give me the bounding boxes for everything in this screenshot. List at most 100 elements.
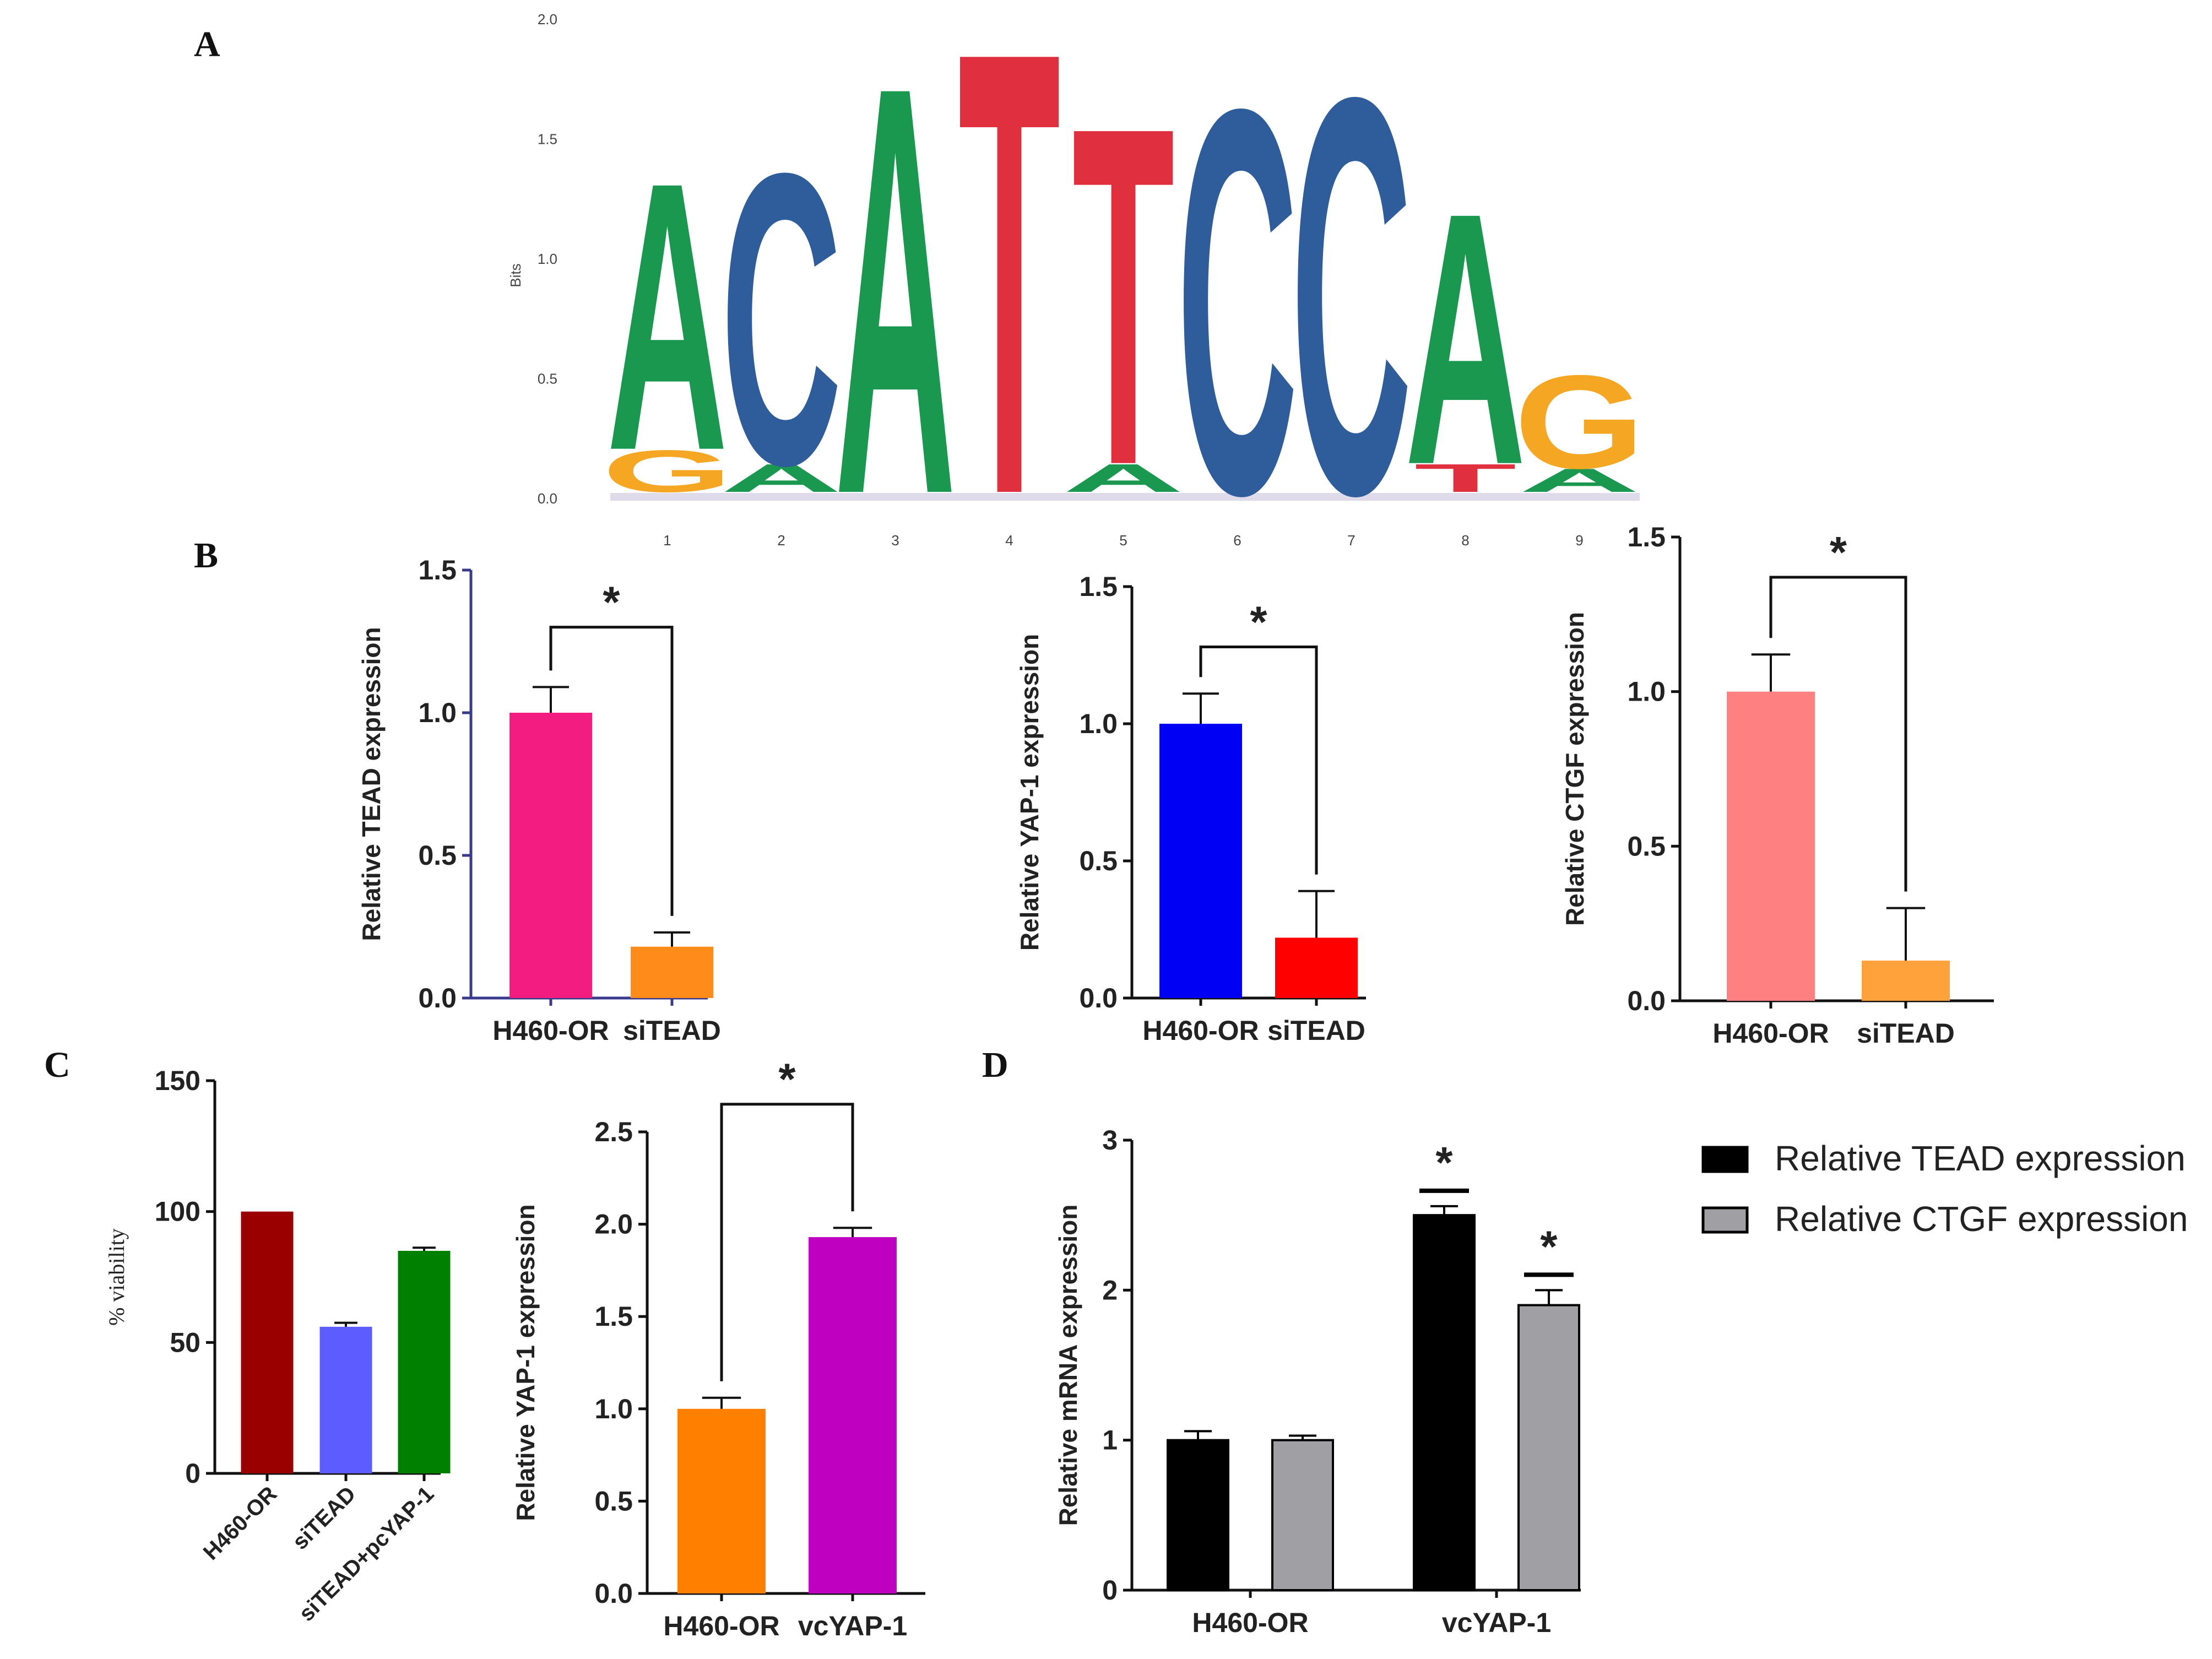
d-x-tick-label: H460-OR	[1192, 1607, 1308, 1638]
d-legend-label-relative-ctgf-expression: Relative CTGF expression	[1775, 1199, 2188, 1239]
c-viability-x-tick-label: siTEAD	[288, 1482, 361, 1554]
c-viability-y-tick-label: 50	[170, 1327, 200, 1358]
logo-x-tick-label: 9	[1575, 532, 1583, 549]
d-y-tick-label: 0	[1102, 1575, 1118, 1606]
d-x-tick-label: vcYAP-1	[1442, 1607, 1551, 1638]
b-ctgf-significance-star: *	[1830, 528, 1847, 577]
panel-d-mrna-chart: 0 1 2 3 Relative mRNA expression H460-OR * * vcY…	[1054, 1125, 2188, 1638]
logo-letter-a-pos-1: A	[607, 102, 728, 530]
c-viability-x-tick-label: H460-OR	[199, 1482, 282, 1565]
logo-letter-g-pos-9: G	[1514, 348, 1645, 496]
b-tead-x-tick-label: siTEAD	[623, 1015, 721, 1046]
logo-letter-c-pos-7: C	[1291, 0, 1412, 612]
panel-b-ctgf-chart: 0.0 0.5 1.0 1.5 Relative CTGF expression H460…	[1560, 522, 1994, 1049]
panel-b-tead-chart: 0.0 0.5 1.0 1.5 Relative TEAD expression H460…	[357, 555, 721, 1046]
logo-letter-a-pos-8: A	[1405, 138, 1526, 539]
d-legend-swatch-relative-ctgf-expression	[1701, 1206, 1749, 1234]
c-yap1-significance-star: *	[778, 1055, 796, 1104]
logo-letter-a-pos-9: A	[1519, 462, 1640, 499]
logo-x-tick-label: 4	[1005, 532, 1013, 549]
b-yap1-y-tick-label: 0.5	[1079, 845, 1118, 876]
d-y-tick-label: 2	[1102, 1275, 1118, 1305]
logo-x-tick-label: 5	[1119, 532, 1127, 549]
b-yap1-x-tick-label: siTEAD	[1267, 1015, 1365, 1046]
panel-letter-a: A	[194, 24, 220, 64]
c-viability-y-axis-label: % viability	[104, 1228, 129, 1326]
c-viability-y-tick-label: 150	[155, 1065, 200, 1096]
logo-y-tick-label: 2.0	[538, 11, 557, 28]
c-yap1-y-tick-label: 1.0	[594, 1394, 633, 1424]
d-y-axis-label: Relative mRNA expression	[1054, 1205, 1082, 1526]
c-yap1-y-tick-label: 1.5	[594, 1301, 633, 1332]
b-yap1-y-tick-label: 1.0	[1079, 708, 1118, 739]
logo-x-tick-label: 1	[663, 532, 671, 549]
logo-y-tick-label: 0.0	[538, 490, 557, 507]
b-yap1-significance-star: *	[1250, 598, 1267, 647]
b-yap1-y-tick-label: 1.5	[1079, 571, 1118, 602]
b-tead-y-tick-label: 0.0	[418, 983, 457, 1013]
d-significance-star: *	[1435, 1138, 1453, 1187]
c-viability-x-tick-label: siTEAD+pcYAP-1	[294, 1482, 438, 1626]
b-yap1-y-axis-label: Relative YAP-1 expression	[1015, 634, 1044, 951]
panel-c-yap1-chart: 0.0 0.5 1.0 1.5 2.0 2.5 Relative YAP-1 express…	[511, 1055, 925, 1641]
d-legend-label-relative-tead-expression: Relative TEAD expression	[1775, 1138, 2186, 1178]
c-yap1-bar-vcyap-1	[809, 1237, 897, 1593]
panel-b-yap1-chart: 0.0 0.5 1.0 1.5 Relative YAP-1 expression H46…	[1015, 571, 1366, 1046]
b-ctgf-y-tick-label: 1.0	[1627, 676, 1666, 707]
d-y-tick-label: 3	[1102, 1125, 1118, 1156]
c-yap1-x-tick-label: H460-OR	[663, 1611, 779, 1641]
b-ctgf-y-tick-label: 0.5	[1627, 831, 1666, 861]
logo-letter-t-pos-8: T	[1414, 456, 1517, 500]
b-tead-bar-h460-or	[509, 713, 592, 998]
logo-baseline-noise	[610, 493, 1640, 501]
logo-x-tick-label: 8	[1461, 532, 1469, 549]
c-yap1-y-tick-label: 2.0	[594, 1209, 633, 1240]
logo-x-tick-label: 2	[777, 532, 785, 549]
b-tead-y-tick-label: 0.5	[418, 840, 457, 871]
logo-letter-c-pos-2: C	[721, 88, 842, 552]
c-viability-y-tick-label: 100	[155, 1196, 200, 1227]
c-yap1-y-axis-label: Relative YAP-1 expression	[511, 1204, 540, 1521]
c-yap1-y-tick-label: 0.0	[594, 1578, 633, 1609]
logo-y-tick-label: 1.0	[538, 251, 557, 267]
logo-letter-a-pos-2: A	[721, 456, 842, 500]
logo-letter-a-pos-3: A	[835, 0, 956, 615]
b-ctgf-bar-h460-or	[1727, 691, 1815, 1001]
b-tead-y-tick-label: 1.0	[418, 697, 457, 728]
panel-letters: A B C D	[44, 24, 1009, 1085]
panel-c-viability-chart: 0 50 100 150 % viability H460-OR siTEADsiTEAD+…	[104, 1065, 451, 1626]
b-tead-significance-bracket	[549, 626, 674, 916]
b-ctgf-y-axis-label: Relative CTGF expression	[1560, 612, 1589, 926]
b-ctgf-x-tick-label: siTEAD	[1857, 1018, 1955, 1049]
logo-letter-t-pos-4: T	[958, 0, 1061, 626]
logo-letter-c-pos-6: C	[1177, 0, 1298, 609]
b-yap1-bar-h460-or	[1159, 724, 1242, 998]
panel-letter-c: C	[44, 1045, 71, 1085]
panel-letter-b: B	[194, 535, 218, 576]
logo-y-tick-label: 0.5	[538, 371, 557, 387]
b-ctgf-y-tick-label: 0.0	[1627, 985, 1666, 1016]
b-yap1-bar-sitead	[1275, 937, 1358, 998]
logo-letter-t-pos-5: T	[1072, 26, 1175, 565]
b-tead-x-tick-label: H460-OR	[492, 1015, 609, 1046]
b-tead-bar-sitead	[631, 946, 713, 998]
b-ctgf-y-tick-label: 1.5	[1627, 522, 1666, 552]
b-ctgf-x-tick-label: H460-OR	[1712, 1018, 1829, 1049]
panel-letter-d: D	[982, 1045, 1009, 1085]
d-bar-h460-or-relative-ctgf-expression	[1271, 1439, 1334, 1592]
logo-letter-a-pos-5: A	[1063, 456, 1184, 500]
c-yap1-bar-h460-or	[677, 1408, 766, 1593]
logo-letter-g-pos-1: G	[602, 438, 733, 505]
d-legend-swatch-relative-tead-expression	[1701, 1146, 1749, 1173]
b-tead-significance-star: *	[603, 578, 620, 627]
c-viability-bar-sitead	[319, 1326, 372, 1473]
d-bar-vcyap-1-relative-ctgf-expression	[1517, 1304, 1580, 1591]
b-ctgf-bar-sitead	[1862, 961, 1950, 1001]
c-yap1-significance-bracket	[720, 1103, 854, 1381]
c-viability-bar-h460-or	[241, 1211, 294, 1473]
logo-x-tick-label: 6	[1233, 532, 1241, 549]
b-yap1-significance-bracket	[1199, 646, 1318, 875]
c-yap1-x-tick-label: vcYAP-1	[798, 1611, 907, 1641]
